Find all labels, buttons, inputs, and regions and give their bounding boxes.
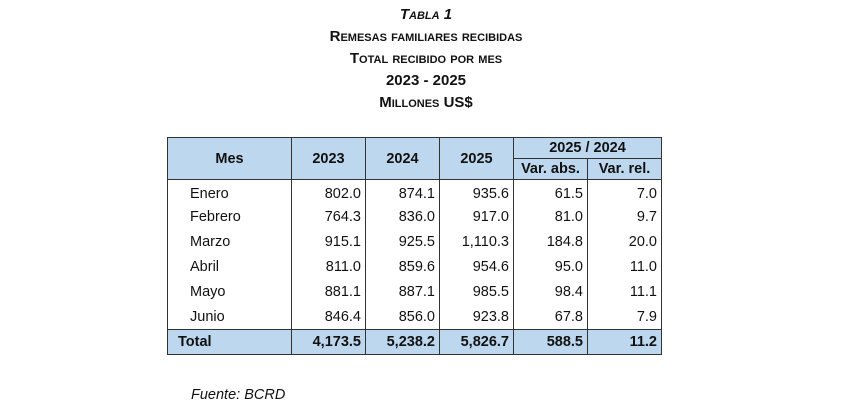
total-label: Total: [167, 329, 292, 355]
cell-2025: 954.6: [439, 254, 514, 280]
table-row: Mayo 881.1 887.1 985.5 98.4 11.1: [167, 279, 662, 305]
cell-mes: Abril: [167, 254, 292, 280]
table-row: Febrero 764.3 836.0 917.0 81.0 9.7: [167, 204, 662, 230]
cell-var-rel: 20.0: [587, 229, 662, 255]
remittances-table: Mes 2023 2024 2025 2025 / 2024 Var. abs.…: [167, 137, 662, 355]
cell-2023: 846.4: [291, 304, 366, 330]
cell-var-abs: 61.5: [513, 179, 588, 205]
table-row: Marzo 915.1 925.5 1,110.3 184.8 20.0: [167, 229, 662, 255]
cell-var-abs: 184.8: [513, 229, 588, 255]
cell-2023: 811.0: [291, 254, 366, 280]
cell-2025: 985.5: [439, 279, 514, 305]
header-mes: Mes: [167, 137, 292, 180]
total-var-abs: 588.5: [513, 329, 588, 355]
cell-var-rel: 7.0: [587, 179, 662, 205]
header-2024: 2024: [365, 137, 440, 180]
table-title-block: Tabla 1 Remesas familiares recibidas Tot…: [0, 4, 848, 114]
cell-2024: 874.1: [365, 179, 440, 205]
cell-2025: 935.6: [439, 179, 514, 205]
title-line-2: Total recibido por mes: [349, 50, 503, 67]
cell-mes: Marzo: [167, 229, 292, 255]
cell-2023: 915.1: [291, 229, 366, 255]
title-line-1: Remesas familiares recibidas: [329, 28, 523, 45]
table-body: Enero 802.0 874.1 935.6 61.5 7.0 Febrero…: [167, 179, 662, 355]
cell-2024: 859.6: [365, 254, 440, 280]
table-row: Abril 811.0 859.6 954.6 95.0 11.0: [167, 254, 662, 280]
cell-2024: 925.5: [365, 229, 440, 255]
cell-2023: 764.3: [291, 204, 366, 230]
header-var-rel: Var. rel.: [587, 158, 662, 180]
table-row: Junio 846.4 856.0 923.8 67.8 7.9: [167, 304, 662, 330]
cell-2025: 1,110.3: [439, 229, 514, 255]
cell-mes: Febrero: [167, 204, 292, 230]
cell-var-rel: 7.9: [587, 304, 662, 330]
cell-var-abs: 98.4: [513, 279, 588, 305]
table-row: Enero 802.0 874.1 935.6 61.5 7.0: [167, 179, 662, 205]
table-number: Tabla 1: [399, 6, 453, 23]
cell-mes: Mayo: [167, 279, 292, 305]
cell-var-rel: 9.7: [587, 204, 662, 230]
header-group-2025-2024: 2025 / 2024: [513, 137, 662, 159]
source-note: Fuente: BCRD: [191, 387, 286, 403]
cell-2024: 856.0: [365, 304, 440, 330]
cell-var-rel: 11.0: [587, 254, 662, 280]
cell-2023: 881.1: [291, 279, 366, 305]
total-row: Total 4,173.5 5,238.2 5,826.7 588.5 11.2: [167, 329, 662, 355]
cell-var-abs: 67.8: [513, 304, 588, 330]
title-line-4: Millones US$: [379, 94, 473, 111]
header-row-2: Var. abs. Var. rel.: [168, 158, 662, 180]
cell-mes: Enero: [167, 179, 292, 205]
cell-var-rel: 11.1: [587, 279, 662, 305]
header-2023: 2023: [291, 137, 366, 180]
total-2024: 5,238.2: [365, 329, 440, 355]
cell-var-abs: 95.0: [513, 254, 588, 280]
header-row-1: Mes 2023 2024 2025 2025 / 2024: [167, 137, 662, 180]
total-2023: 4,173.5: [291, 329, 366, 355]
cell-var-abs: 81.0: [513, 204, 588, 230]
cell-mes: Junio: [167, 304, 292, 330]
total-2025: 5,826.7: [439, 329, 514, 355]
header-2025: 2025: [439, 137, 514, 180]
title-line-3: 2023 - 2025: [385, 72, 467, 89]
total-var-rel: 11.2: [587, 329, 662, 355]
cell-2024: 836.0: [365, 204, 440, 230]
header-var-abs: Var. abs.: [513, 158, 588, 180]
cell-2023: 802.0: [291, 179, 366, 205]
cell-2025: 917.0: [439, 204, 514, 230]
cell-2024: 887.1: [365, 279, 440, 305]
cell-2025: 923.8: [439, 304, 514, 330]
